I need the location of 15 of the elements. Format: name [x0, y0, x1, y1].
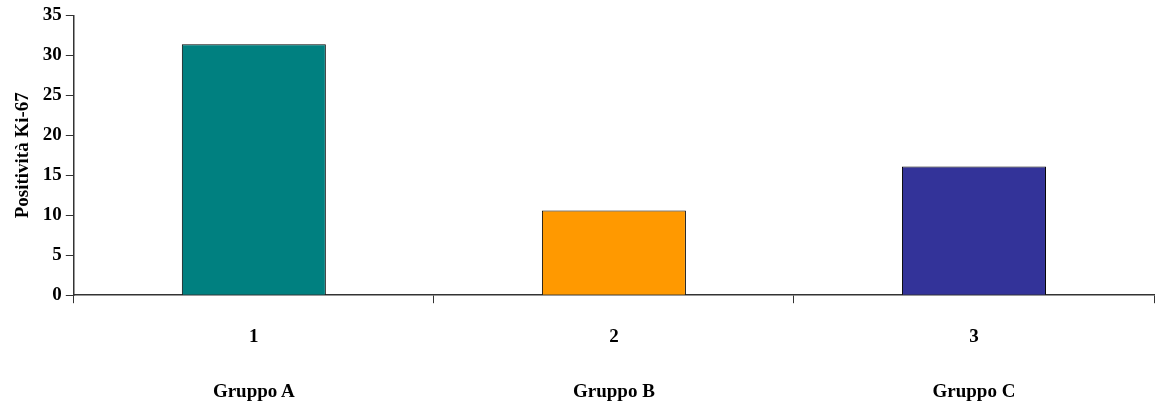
- y-axis-title: Positività Ki-67: [11, 91, 33, 219]
- y-tick-label: 10: [42, 203, 62, 225]
- y-tick-label: 15: [42, 163, 62, 185]
- y-tick-label: 20: [42, 123, 62, 145]
- x-tick-label: 2: [609, 324, 619, 346]
- text: Gruppo C: [932, 379, 1016, 401]
- x-tick-label: 3: [969, 324, 979, 346]
- y-tick-label: 5: [52, 243, 62, 265]
- y-tick-label: 25: [42, 83, 62, 105]
- y-tick-label: 30: [42, 43, 62, 65]
- y-tick-label: 35: [42, 3, 62, 25]
- text: Gruppo A: [212, 379, 296, 401]
- x-tick-label: 1: [249, 324, 259, 346]
- text: Gruppo B: [572, 379, 656, 401]
- y-tick-label: 0: [52, 283, 62, 305]
